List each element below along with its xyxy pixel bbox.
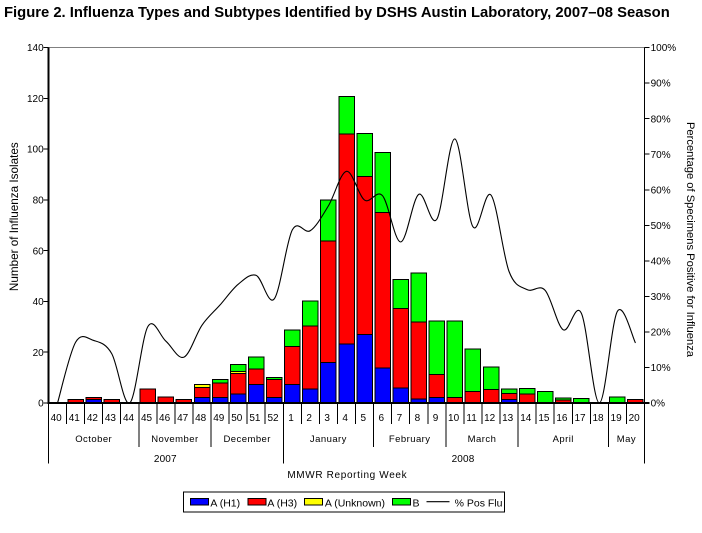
svg-text:January: January xyxy=(310,434,347,445)
svg-text:50%: 50% xyxy=(651,221,671,232)
svg-text:13: 13 xyxy=(502,413,514,424)
svg-text:% Pos Flu: % Pos Flu xyxy=(455,497,503,509)
svg-text:50: 50 xyxy=(231,413,243,424)
svg-text:February: February xyxy=(389,434,431,445)
svg-text:May: May xyxy=(617,434,636,445)
svg-text:45: 45 xyxy=(141,413,153,424)
svg-text:120: 120 xyxy=(27,94,44,105)
svg-text:90%: 90% xyxy=(651,79,671,90)
svg-text:3: 3 xyxy=(324,413,330,424)
svg-text:1: 1 xyxy=(288,413,294,424)
svg-text:October: October xyxy=(75,434,112,445)
svg-text:30%: 30% xyxy=(651,292,671,303)
svg-text:44: 44 xyxy=(123,413,135,424)
svg-text:49: 49 xyxy=(213,413,225,424)
svg-text:A (H1): A (H1) xyxy=(210,497,240,509)
svg-text:17: 17 xyxy=(574,413,586,424)
svg-text:41: 41 xyxy=(69,413,81,424)
svg-text:12: 12 xyxy=(484,413,496,424)
svg-text:6: 6 xyxy=(379,413,385,424)
svg-text:4: 4 xyxy=(342,413,348,424)
svg-text:47: 47 xyxy=(177,413,189,424)
svg-text:8: 8 xyxy=(415,413,421,424)
svg-text:20: 20 xyxy=(629,413,641,424)
svg-text:Figure 2. Influenza Types and: Figure 2. Influenza Types and Subtypes I… xyxy=(4,5,670,21)
svg-text:11: 11 xyxy=(466,413,477,424)
svg-text:B: B xyxy=(413,497,420,509)
svg-text:7: 7 xyxy=(397,413,403,424)
svg-text:40: 40 xyxy=(51,413,63,424)
svg-text:60%: 60% xyxy=(651,185,671,196)
svg-text:15: 15 xyxy=(538,413,550,424)
svg-text:November: November xyxy=(151,434,198,445)
svg-text:70%: 70% xyxy=(651,150,671,161)
svg-text:2008: 2008 xyxy=(452,454,475,465)
svg-text:20: 20 xyxy=(33,348,45,359)
svg-text:A (Unknown): A (Unknown) xyxy=(325,497,385,509)
svg-text:14: 14 xyxy=(520,413,532,424)
svg-text:19: 19 xyxy=(611,413,623,424)
svg-text:2: 2 xyxy=(306,413,312,424)
svg-text:42: 42 xyxy=(87,413,99,424)
svg-text:46: 46 xyxy=(159,413,171,424)
svg-text:140: 140 xyxy=(27,43,44,54)
svg-text:MMWR Reporting Week: MMWR Reporting Week xyxy=(287,470,407,481)
svg-text:48: 48 xyxy=(195,413,207,424)
svg-text:80%: 80% xyxy=(651,114,671,125)
svg-text:10: 10 xyxy=(448,413,460,424)
svg-text:Percentage of Specimens Positi: Percentage of Specimens Positive for Inf… xyxy=(684,122,696,358)
svg-text:April: April xyxy=(553,434,574,445)
svg-text:0%: 0% xyxy=(651,399,666,410)
svg-text:100: 100 xyxy=(27,145,44,156)
svg-text:51: 51 xyxy=(249,413,261,424)
svg-text:80: 80 xyxy=(33,196,45,207)
svg-text:20%: 20% xyxy=(651,328,671,339)
svg-text:2007: 2007 xyxy=(154,454,177,465)
svg-text:16: 16 xyxy=(556,413,568,424)
svg-text:5: 5 xyxy=(361,413,367,424)
svg-text:10%: 10% xyxy=(651,363,671,374)
svg-text:December: December xyxy=(223,434,270,445)
svg-text:March: March xyxy=(468,434,497,445)
svg-text:0: 0 xyxy=(38,399,44,410)
svg-text:100%: 100% xyxy=(651,43,677,54)
svg-text:40: 40 xyxy=(33,297,45,308)
svg-text:Number of Influenza Isolates: Number of Influenza Isolates xyxy=(8,142,21,291)
svg-text:9: 9 xyxy=(433,413,439,424)
svg-text:52: 52 xyxy=(267,413,279,424)
svg-text:A (H3): A (H3) xyxy=(267,497,297,509)
svg-text:43: 43 xyxy=(105,413,117,424)
svg-text:40%: 40% xyxy=(651,256,671,267)
svg-text:18: 18 xyxy=(592,413,604,424)
svg-text:60: 60 xyxy=(33,246,45,257)
